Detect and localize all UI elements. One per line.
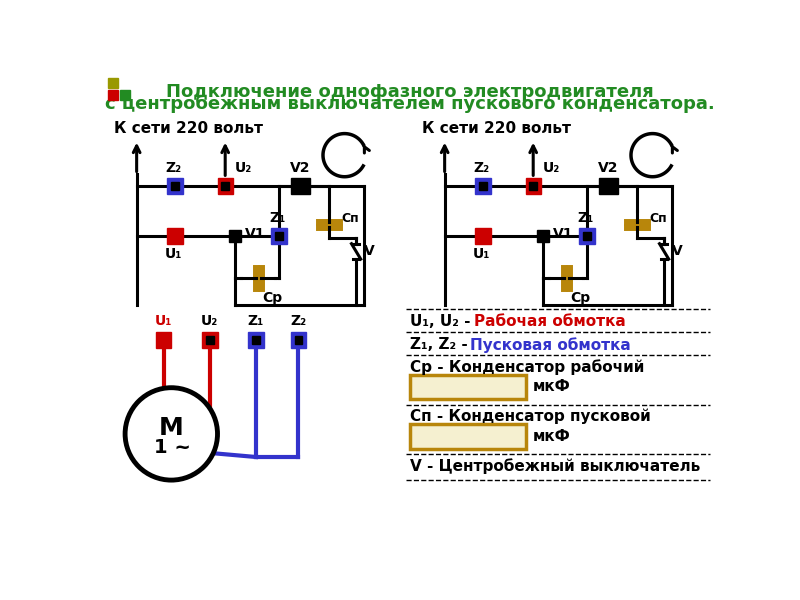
Text: V1: V1: [245, 227, 265, 241]
Text: Cп - Конденсатор пусковой: Cп - Конденсатор пусковой: [410, 409, 650, 424]
Bar: [579, 229, 595, 244]
Text: V1: V1: [553, 227, 573, 241]
Bar: [583, 232, 591, 240]
Bar: [526, 178, 541, 194]
Text: U₂: U₂: [235, 161, 253, 175]
Text: с центробежным выключателем пускового конденсатора.: с центробежным выключателем пускового ко…: [105, 95, 715, 113]
Bar: [156, 332, 171, 347]
Text: Z₁: Z₁: [248, 314, 264, 328]
Bar: [271, 229, 286, 244]
Bar: [229, 230, 242, 242]
Bar: [294, 336, 302, 344]
Bar: [218, 178, 233, 194]
Text: К сети 220 вольт: К сети 220 вольт: [114, 121, 262, 136]
Text: Z₁, Z₂ -: Z₁, Z₂ -: [410, 337, 473, 352]
Bar: [475, 229, 491, 244]
Text: 1 ~: 1 ~: [154, 438, 191, 457]
Bar: [479, 182, 487, 190]
Text: Cр: Cр: [570, 290, 590, 305]
Text: Cр: Cр: [262, 290, 282, 305]
Bar: [410, 374, 526, 399]
Bar: [275, 232, 283, 240]
Bar: [475, 178, 491, 194]
Bar: [206, 336, 214, 344]
Bar: [599, 178, 618, 194]
Text: Z₁: Z₁: [270, 211, 286, 225]
Text: V - Центробежный выключатель: V - Центробежный выключатель: [410, 458, 700, 473]
Text: Z₂: Z₂: [474, 161, 490, 175]
Bar: [291, 178, 310, 194]
Bar: [248, 332, 264, 347]
Text: Cр - Конденсатор рабочий: Cр - Конденсатор рабочий: [410, 359, 644, 375]
Text: U₂: U₂: [543, 161, 561, 175]
Bar: [167, 178, 183, 194]
Text: Z₂: Z₂: [166, 161, 182, 175]
Bar: [167, 229, 183, 244]
Bar: [171, 182, 179, 190]
Bar: [290, 332, 306, 347]
Bar: [252, 336, 260, 344]
Bar: [108, 78, 118, 88]
Text: Z₁: Z₁: [578, 211, 594, 225]
Text: V2: V2: [290, 161, 311, 175]
Text: мкФ: мкФ: [534, 429, 571, 444]
Text: V: V: [364, 244, 374, 259]
Text: М: М: [159, 416, 184, 440]
Bar: [120, 91, 130, 100]
Text: мкФ: мкФ: [534, 379, 571, 394]
Text: Пусковая обмотка: Пусковая обмотка: [470, 337, 631, 353]
Text: U₁: U₁: [155, 314, 172, 328]
Bar: [202, 332, 218, 347]
Bar: [108, 91, 118, 100]
Text: U₁: U₁: [165, 247, 182, 261]
Text: Cп: Cп: [650, 212, 667, 225]
Text: Z₂: Z₂: [290, 314, 306, 328]
Text: Подключение однофазного электродвигателя: Подключение однофазного электродвигателя: [166, 83, 654, 101]
Text: Cп: Cп: [342, 212, 359, 225]
Text: К сети 220 вольт: К сети 220 вольт: [422, 121, 570, 136]
Bar: [410, 424, 526, 449]
Text: V2: V2: [598, 161, 619, 175]
Text: V: V: [672, 244, 682, 259]
Bar: [530, 182, 537, 190]
Text: Рабочая обмотка: Рабочая обмотка: [474, 314, 626, 329]
Text: U₂: U₂: [201, 314, 218, 328]
Text: U₁, U₂ -: U₁, U₂ -: [410, 314, 476, 329]
Text: U₁: U₁: [473, 247, 490, 261]
Bar: [222, 182, 229, 190]
Circle shape: [125, 388, 218, 480]
Bar: [537, 230, 550, 242]
